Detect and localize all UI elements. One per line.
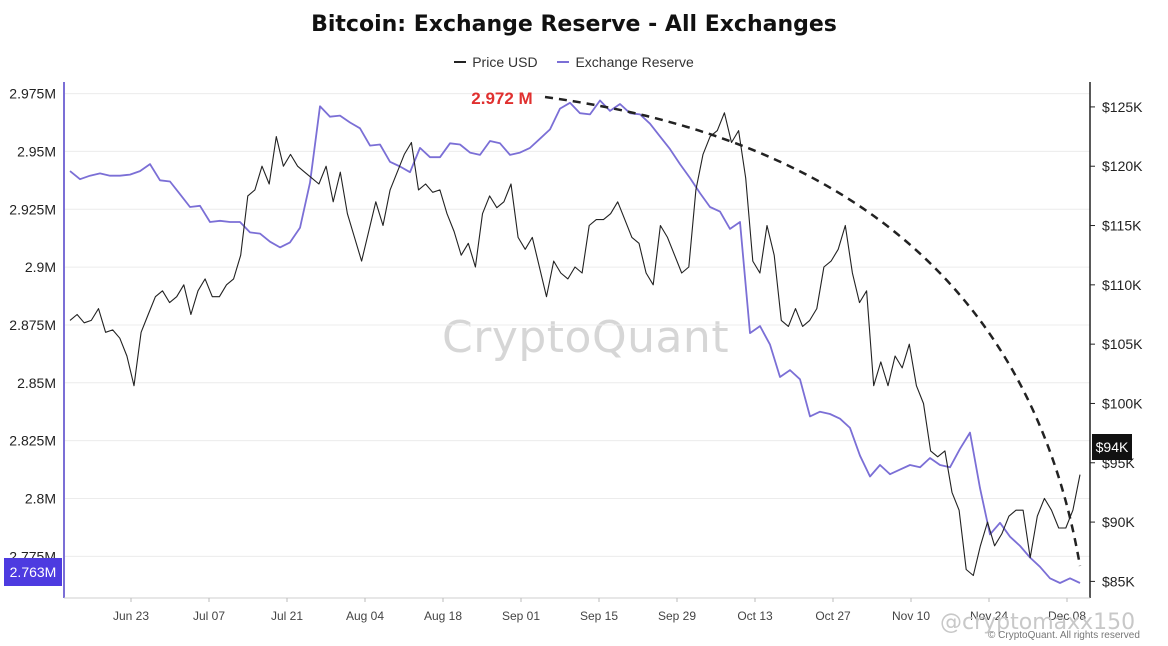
copyright-text: © CryptoQuant. All rights reserved xyxy=(988,630,1140,641)
x-tick-label: Sep 29 xyxy=(658,609,696,623)
x-tick-label: Nov 10 xyxy=(892,609,930,623)
x-tick-label: Sep 15 xyxy=(580,609,618,623)
x-tick-label: Dec 08 xyxy=(1048,609,1086,623)
x-tick-label: Jul 21 xyxy=(271,609,303,623)
right-tick-label: $110K xyxy=(1102,277,1142,293)
legend-swatch-price xyxy=(454,61,467,63)
price-line xyxy=(69,112,1081,577)
right-tick-label: $115K xyxy=(1102,218,1142,234)
peak-annotation: 2.972 M xyxy=(471,89,532,108)
left-tick-label: 2.8M xyxy=(25,491,56,507)
left-tick-label: 2.9M xyxy=(25,259,56,275)
legend-label-price: Price USD xyxy=(472,54,538,70)
x-tick-label: Aug 04 xyxy=(346,609,384,623)
current-price-badge: $94K xyxy=(1092,434,1132,460)
x-tick-label: Jul 07 xyxy=(193,609,225,623)
x-tick-label: Oct 27 xyxy=(815,609,851,623)
x-tick-label: Sep 01 xyxy=(502,609,540,623)
legend-item-reserve[interactable]: Exchange Reserve xyxy=(557,54,694,70)
annotations: 2.972 M xyxy=(471,89,1082,567)
chart-title: Bitcoin: Exchange Reserve - All Exchange… xyxy=(311,12,837,37)
user-handle-watermark: @cryptomaxx150 xyxy=(940,610,1136,635)
x-tick-label: Aug 18 xyxy=(424,609,462,623)
trend-dashed-curve xyxy=(544,95,1082,567)
legend-swatch-reserve xyxy=(557,61,570,63)
left-tick-label: 2.85M xyxy=(17,375,56,391)
legend-label-reserve: Exchange Reserve xyxy=(575,54,694,70)
right-axis-ticks: $125K$120K$115K$110K$105K$100K$95K$90K$8… xyxy=(1090,99,1143,589)
right-tick-label: $105K xyxy=(1102,336,1143,352)
right-tick-label: $100K xyxy=(1102,395,1143,411)
left-tick-label: 2.925M xyxy=(9,201,56,217)
right-tick-label: $125K xyxy=(1102,99,1143,115)
left-tick-label: 2.975M xyxy=(9,86,56,102)
current-reserve-badge: 2.763M xyxy=(4,558,62,586)
left-axis-ticks: 2.975M 2.95M 2.925M 2.9M 2.875M 2.85M 2.825M 2.… xyxy=(9,86,56,565)
axes xyxy=(63,82,1091,599)
x-tick-label: Nov 24 xyxy=(970,609,1008,623)
chart-legend: Price USD Exchange Reserve xyxy=(0,50,1148,70)
left-tick-label: 2.825M xyxy=(9,433,56,449)
x-tick-label: Oct 13 xyxy=(737,609,773,623)
left-tick-label: 2.875M xyxy=(9,317,56,333)
reserve-line xyxy=(69,99,1081,584)
x-axis-ticks: Jun 23 Jul 07 Jul 21 Aug 04 Aug 18 Sep 01 Sep … xyxy=(113,598,1086,623)
right-tick-label: $85K xyxy=(1102,573,1135,589)
watermark-logo: CryptoQuant xyxy=(442,312,730,363)
x-tick-label: Jun 23 xyxy=(113,609,149,623)
legend-item-price[interactable]: Price USD xyxy=(454,54,538,70)
series-lines xyxy=(69,99,1081,584)
right-tick-label: $90K xyxy=(1102,514,1135,530)
left-tick-label: 2.95M xyxy=(17,143,56,159)
right-tick-label: $120K xyxy=(1102,158,1143,174)
gridlines xyxy=(64,93,1090,557)
